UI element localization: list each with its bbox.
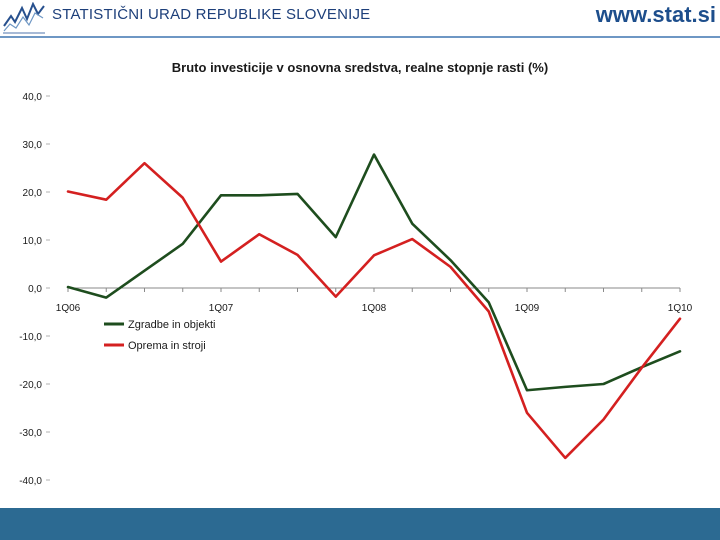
line-chart: Bruto investicije v osnovna sredstva, re… [19,60,693,487]
y-tick-label: 40,0 [23,92,43,103]
x-axis: 1Q06 1Q07 1Q08 1Q09 1Q10 [56,287,693,314]
y-tick-label: 20,0 [23,188,43,199]
series-layer [66,153,682,460]
legend: Zgradbe in objekti Oprema in stroji [104,319,215,352]
legend-label: Zgradbe in objekti [128,319,215,331]
x-tick-label: 1Q07 [209,303,234,314]
y-axis: 40,0 30,0 20,0 10,0 0,0 -10,0 -20,0 -30,0 -40,0 [19,92,50,487]
y-tick-label: -10,0 [19,332,42,343]
y-tick-label: -40,0 [19,476,42,487]
x-tick-label: 1Q08 [362,303,387,314]
x-tick-label: 1Q06 [56,303,81,314]
chart-title: Bruto investicije v osnovna sredstva, re… [172,60,548,75]
footer-bar [0,508,720,540]
y-tick-label: -30,0 [19,428,42,439]
x-tick-label: 1Q09 [515,303,540,314]
y-tick-label: 10,0 [23,236,43,247]
x-tick-label: 1Q10 [668,303,693,314]
y-tick-label: -20,0 [19,380,42,391]
header-divider [0,36,720,38]
y-tick-label: 0,0 [28,284,42,295]
legend-label: Oprema in stroji [128,340,206,352]
organization-name: STATISTIČNI URAD REPUBLIKE SLOVENIJE [52,6,371,23]
series-line-1 [66,153,682,392]
header: STATISTIČNI URAD REPUBLIKE SLOVENIJE www… [0,0,720,36]
logo-icon [3,2,45,34]
series-line-2 [66,161,682,460]
site-url: www.stat.si [595,2,716,27]
y-tick-label: 30,0 [23,140,43,151]
